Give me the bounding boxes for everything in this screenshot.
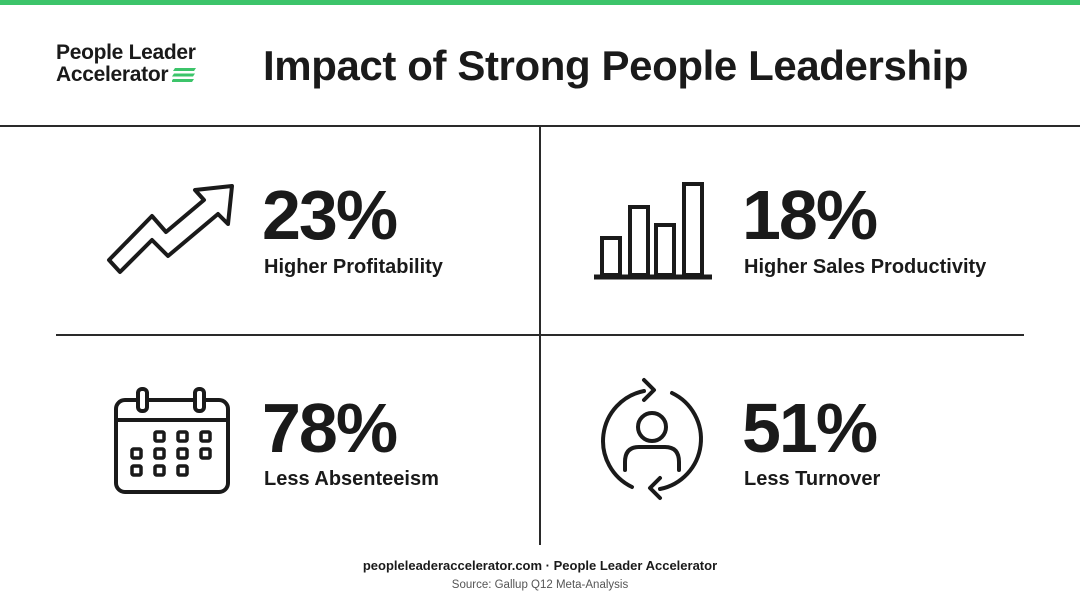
grid-vertical-divider [539,125,541,545]
stat-value: 23% [262,176,398,254]
footer-site: peopleleaderaccelerator.com · People Lea… [362,558,718,573]
calendar-icon [114,387,230,494]
stat-value: 18% [742,176,878,254]
stat-label: Less Absenteeism [264,468,439,490]
brand-name-line1: People Leader [56,41,196,64]
stat-value: 78% [262,389,398,467]
trend-up-arrow-icon [107,184,234,274]
stat-label: Less Turnover [744,468,881,490]
stat-value: 51% [742,389,878,467]
person-refresh-icon [601,378,703,500]
stat-label: Higher Sales Productivity [744,256,987,278]
brand-logo: People Leader Accelerator [56,42,226,86]
stat-label: Higher Profitability [264,256,443,278]
bar-chart-icon [594,182,712,280]
footer-source: Source: Gallup Q12 Meta-Analysis [451,579,629,591]
top-accent-bar [0,0,1080,5]
brand-name-line2: Accelerator [56,63,169,86]
brand-bars-icon [172,68,197,82]
page-title: Impact of Strong People Leadership [263,42,969,89]
